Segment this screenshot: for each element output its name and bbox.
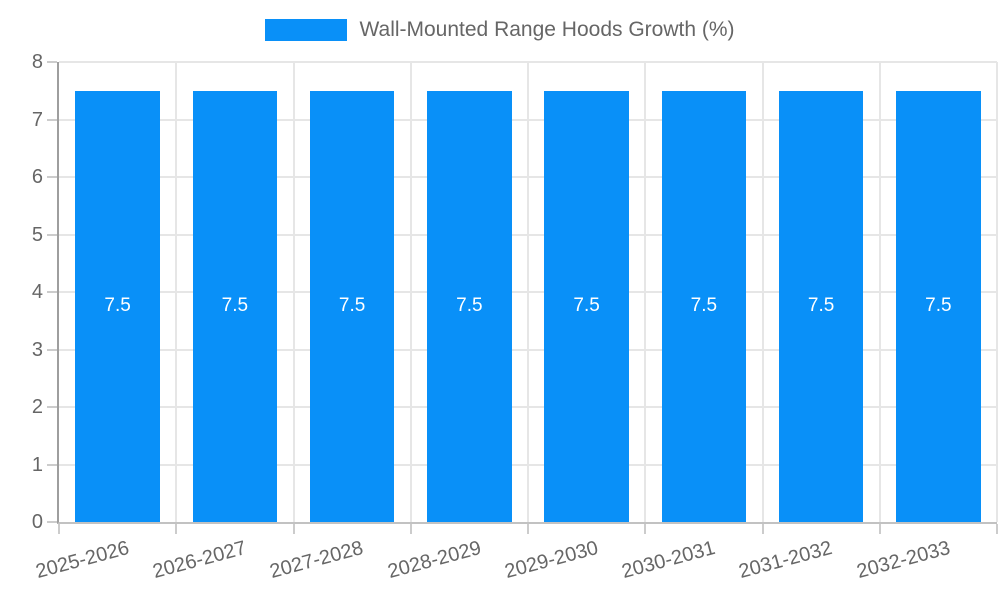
y-axis-tick xyxy=(47,233,57,236)
gridline-vertical xyxy=(644,62,647,522)
y-axis-tick xyxy=(47,118,57,121)
bar[interactable]: 7.5 xyxy=(544,90,629,522)
y-axis-tick xyxy=(47,406,57,408)
x-axis-label: 2026-2027 xyxy=(150,536,249,583)
bar-value-label: 7.5 xyxy=(690,295,718,317)
y-axis-label: 6 xyxy=(31,166,43,188)
y-axis-label: 3 xyxy=(31,338,43,361)
legend-swatch[interactable] xyxy=(265,19,348,41)
x-axis-tick xyxy=(644,524,647,534)
x-axis-tick xyxy=(761,524,764,534)
x-axis-tick xyxy=(996,524,998,534)
x-axis-tick xyxy=(292,524,295,534)
x-axis-label: 2029-2030 xyxy=(502,536,601,583)
bar[interactable]: 7.5 xyxy=(661,90,747,522)
y-axis-label: 0 xyxy=(31,511,43,533)
bar-value-label: 7.5 xyxy=(338,295,366,317)
bar[interactable]: 7.5 xyxy=(427,90,512,522)
plot-area: 0 1 2 3 4 5 6 7 8 7.5 7.5 7.5 7.5 7.5 7.5 7.5 7.5 2025-20… xyxy=(32,51,998,583)
legend-label: Wall-Mounted Range Hoods Growth (%) xyxy=(359,18,735,41)
bar[interactable]: 7.5 xyxy=(309,90,395,522)
x-axis-tick xyxy=(409,524,412,534)
y-axis-label: 8 xyxy=(31,51,43,73)
bar-value-label: 7.5 xyxy=(456,295,483,317)
x-axis-label: 2032-2033 xyxy=(854,536,953,583)
bar-value-label: 7.5 xyxy=(573,295,600,317)
bar[interactable]: 7.5 xyxy=(896,90,981,522)
x-axis-tick xyxy=(878,524,881,534)
x-axis-tick xyxy=(175,524,178,534)
bar[interactable]: 7.5 xyxy=(192,90,278,522)
gridline-vertical xyxy=(527,62,529,522)
gridline-vertical xyxy=(175,62,178,522)
y-axis-label: 2 xyxy=(31,396,43,418)
gridline-vertical xyxy=(996,62,998,522)
bar-value-label: 7.5 xyxy=(221,295,249,317)
x-axis-label: 2030-2031 xyxy=(619,536,718,583)
y-axis-tick xyxy=(47,176,57,178)
x-axis-label: 2025-2026 xyxy=(33,536,132,583)
bar-value-label: 7.5 xyxy=(104,295,131,317)
y-axis-tick xyxy=(47,348,57,351)
x-axis-label: 2028-2029 xyxy=(385,536,484,583)
x-axis-tick xyxy=(58,524,60,534)
bar-value-label: 7.5 xyxy=(807,295,835,317)
bar[interactable]: 7.5 xyxy=(75,90,160,522)
x-axis-tick xyxy=(527,524,529,534)
y-axis-label: 7 xyxy=(31,108,43,131)
bar-value-label: 7.5 xyxy=(925,295,952,317)
y-axis-tick xyxy=(47,61,57,63)
y-axis-tick xyxy=(47,291,57,293)
y-axis-tick xyxy=(47,463,57,466)
gridline-vertical xyxy=(761,62,764,522)
x-axis-label: 2027-2028 xyxy=(267,536,367,583)
y-axis-label: 5 xyxy=(31,223,43,246)
bar[interactable]: 7.5 xyxy=(778,90,864,522)
y-axis-tick xyxy=(47,521,57,523)
gridline-vertical xyxy=(409,62,412,522)
gridline-horizontal xyxy=(59,61,997,63)
legend[interactable]: Wall-Mounted Range Hoods Growth (%) xyxy=(0,18,1000,42)
x-axis-label: 2031-2032 xyxy=(736,536,836,583)
y-axis-label: 4 xyxy=(31,281,43,303)
gridline-vertical xyxy=(878,62,881,522)
gridline-vertical xyxy=(292,62,295,522)
y-axis-label: 1 xyxy=(31,453,43,476)
